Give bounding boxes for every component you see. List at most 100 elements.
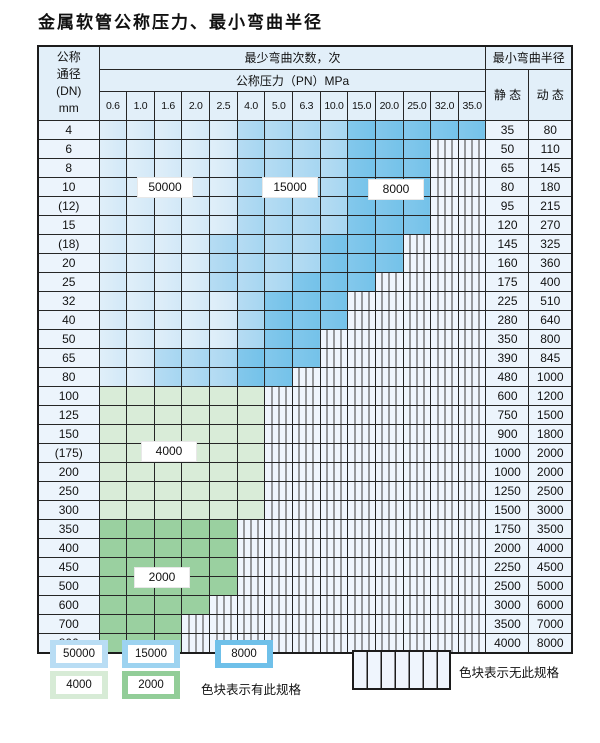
cell-no-spec (402, 442, 432, 463)
cell-50000 (98, 138, 128, 159)
cell-2000 (209, 518, 238, 539)
dynamic-radius-cell: 640 (528, 309, 573, 330)
cell-no-spec (264, 461, 293, 482)
cell-15000 (209, 347, 238, 368)
cell-2000 (153, 613, 183, 634)
cell-no-spec (457, 537, 487, 558)
dynamic-radius-cell: 845 (528, 347, 573, 368)
cell-no-spec (291, 613, 321, 634)
cell-no-spec (402, 366, 432, 387)
bend-cycles-header: 最少弯曲次数，次 (98, 45, 487, 70)
cell-15000 (264, 157, 293, 178)
cell-50000 (126, 233, 155, 254)
static-radius-cell: 35 (485, 119, 530, 140)
cell-50000 (126, 271, 155, 292)
table-row: 500 2500 5000 (37, 575, 573, 596)
cell-no-spec (430, 157, 459, 178)
cell-8000 (291, 347, 321, 368)
cell-8000 (347, 195, 376, 216)
cell-no-spec (264, 537, 293, 558)
cell-50000 (153, 271, 183, 292)
legend-no-spec-swatch (352, 650, 451, 690)
cell-no-spec (264, 518, 293, 539)
cell-8000 (374, 233, 404, 254)
dynamic-radius-cell: 4000 (528, 537, 573, 558)
static-radius-cell: 65 (485, 157, 530, 178)
cell-no-spec (457, 632, 487, 653)
cell-no-spec (236, 594, 266, 615)
cell-no-spec (430, 480, 459, 501)
legend-has-spec-note: 色块表示有此规格 (201, 683, 302, 697)
cell-no-spec (374, 271, 404, 292)
cell-4000 (181, 385, 211, 406)
cell-50000 (126, 119, 155, 140)
cycles-label-4000: 4000 (141, 441, 197, 462)
cell-4000 (153, 461, 183, 482)
cell-4000 (209, 442, 238, 463)
cell-no-spec (181, 613, 211, 634)
cell-no-spec (374, 461, 404, 482)
static-radius-cell: 4000 (485, 632, 530, 653)
dynamic-radius-cell: 180 (528, 176, 573, 197)
cell-50000 (181, 271, 211, 292)
table-row: 20 160 360 (37, 252, 573, 273)
cell-8000 (374, 252, 404, 273)
dynamic-radius-cell: 325 (528, 233, 573, 254)
cell-50000 (181, 290, 211, 311)
table-row: 100 600 1200 (37, 385, 573, 406)
cell-no-spec (319, 499, 349, 520)
cell-50000 (153, 328, 183, 349)
dynamic-radius-cell: 8000 (528, 632, 573, 653)
cell-15000 (291, 195, 321, 216)
dn-column-header: 公称 通径 (DN) mm (37, 45, 100, 121)
cell-no-spec (402, 290, 432, 311)
cell-no-spec (347, 594, 376, 615)
cell-15000 (236, 176, 266, 197)
cell-50000 (98, 119, 128, 140)
cell-4000 (236, 423, 266, 444)
dn-cell: 500 (37, 575, 100, 596)
cell-no-spec (291, 442, 321, 463)
cell-4000 (236, 461, 266, 482)
cell-8000 (430, 119, 459, 140)
cell-no-spec (347, 461, 376, 482)
spec-table-wrap: 公称 通径 (DN) mm 最少弯曲次数，次 最小弯曲半径 公称压力（PN）MPa 静… (37, 45, 573, 654)
cell-no-spec (402, 347, 432, 368)
cell-no-spec (319, 385, 349, 406)
cell-no-spec (319, 613, 349, 634)
cell-4000 (98, 385, 128, 406)
cell-4000 (153, 404, 183, 425)
cell-no-spec (319, 632, 349, 653)
cell-15000 (264, 252, 293, 273)
cell-50000 (181, 233, 211, 254)
pressure-column-label: 0.6 (98, 90, 128, 121)
cell-no-spec (374, 347, 404, 368)
cell-15000 (291, 138, 321, 159)
cell-no-spec (457, 252, 487, 273)
cell-50000 (126, 157, 155, 178)
cell-no-spec (264, 385, 293, 406)
cell-no-spec (374, 404, 404, 425)
static-radius-cell: 2500 (485, 575, 530, 596)
cell-no-spec (319, 594, 349, 615)
cell-2000 (98, 594, 128, 615)
pressure-column-label: 6.3 (291, 90, 321, 121)
cell-no-spec (374, 613, 404, 634)
cell-no-spec (457, 347, 487, 368)
cell-no-spec (402, 309, 432, 330)
cell-no-spec (374, 518, 404, 539)
cell-no-spec (264, 442, 293, 463)
cell-2000 (153, 537, 183, 558)
cell-no-spec (291, 480, 321, 501)
cell-4000 (153, 385, 183, 406)
cell-15000 (291, 252, 321, 273)
cell-4000 (153, 423, 183, 444)
cell-50000 (126, 138, 155, 159)
static-radius-cell: 2000 (485, 537, 530, 558)
dn-cell: 450 (37, 556, 100, 577)
cell-no-spec (374, 499, 404, 520)
table-row: 600 3000 6000 (37, 594, 573, 615)
cell-15000 (236, 138, 266, 159)
cell-15000 (319, 119, 349, 140)
cell-8000 (347, 233, 376, 254)
